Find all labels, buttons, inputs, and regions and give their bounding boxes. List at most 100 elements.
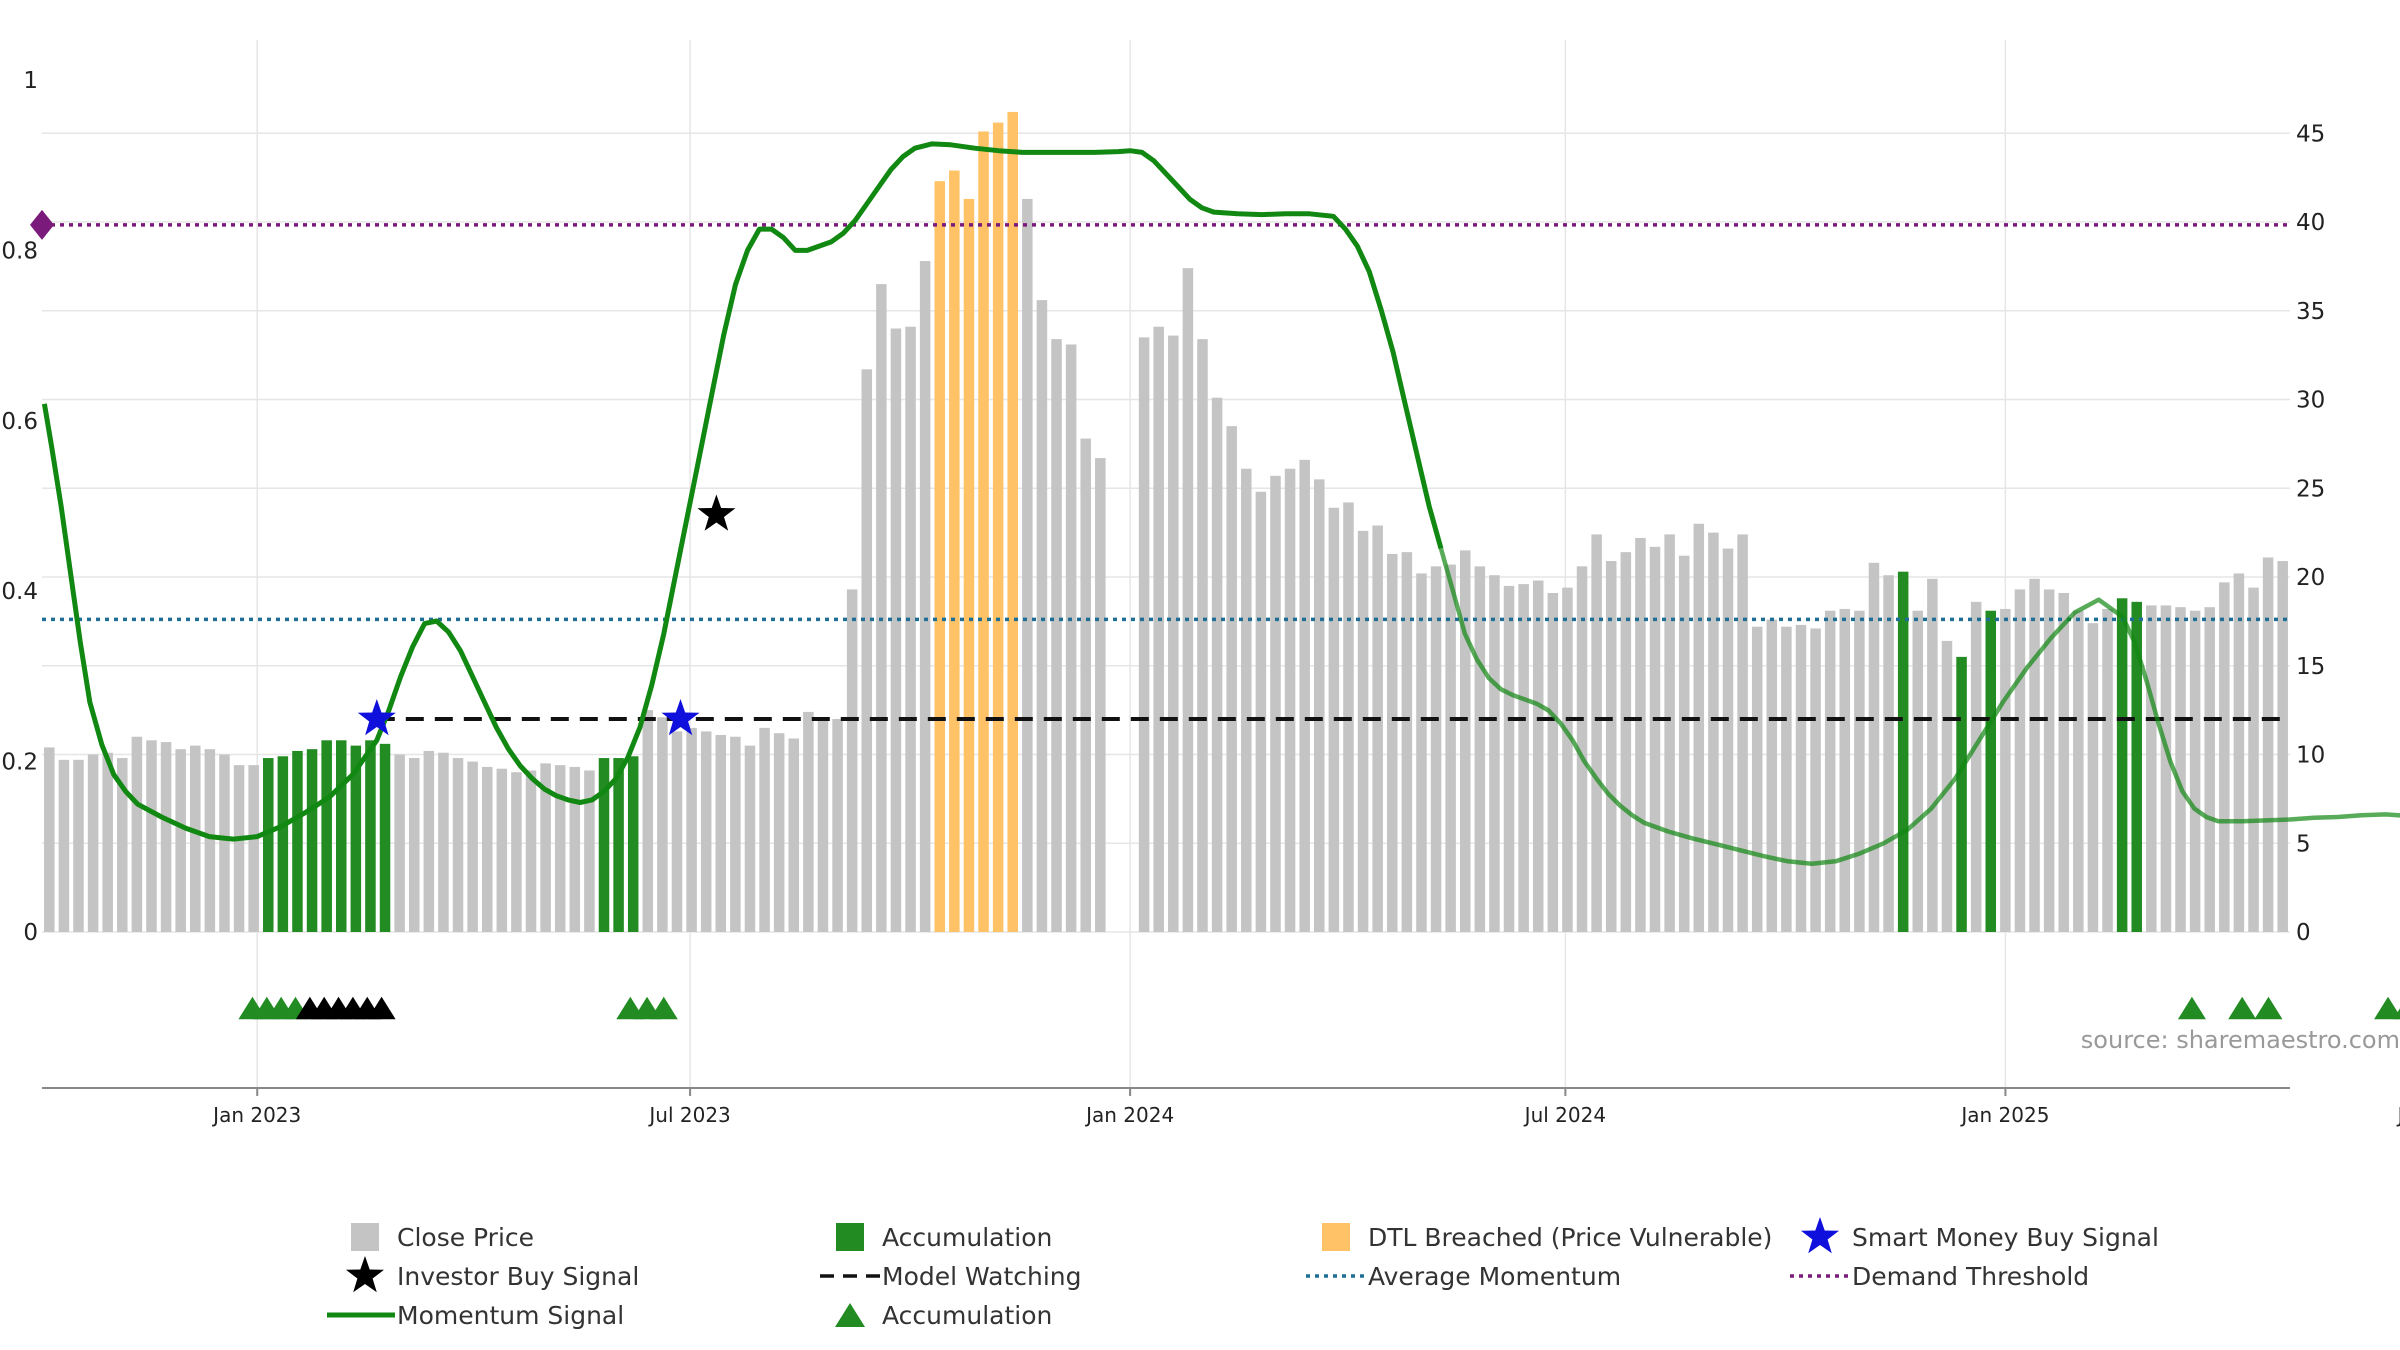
close-price-bar	[861, 369, 873, 932]
dtl-breached-bar	[978, 131, 989, 933]
accumulation-triangle	[649, 996, 678, 1020]
x-tick-label: Jul 2024	[1523, 1103, 1606, 1127]
close-price-bar	[44, 747, 55, 932]
x-tick-label: Jan 2024	[1084, 1103, 1174, 1127]
close-price-bar	[1211, 397, 1223, 933]
close-price-bar	[1970, 601, 1982, 932]
dtl-breached-bar	[934, 181, 945, 933]
left-tick-label: 0.6	[1, 409, 38, 435]
x-tick-label: Jul 2023	[647, 1103, 730, 1127]
close-price-bar	[481, 766, 493, 932]
accumulation-bar	[2131, 601, 2142, 932]
legend-item: DTL Breached (Price Vulnerable)	[1322, 1223, 1772, 1252]
close-price-bar	[2175, 607, 2186, 932]
close-price-bar	[1401, 552, 1413, 932]
smart-money-buy-star	[357, 699, 396, 736]
accumulation-bar	[1985, 610, 1997, 932]
close-price-bar	[788, 738, 800, 932]
close-price-bar	[2058, 592, 2069, 932]
dtl-breached-bar	[949, 170, 960, 932]
close-price-bar	[1474, 566, 1486, 932]
close-price-bar	[2073, 610, 2084, 932]
close-price-bar	[1868, 562, 1880, 932]
accumulation-bar	[1956, 656, 1967, 932]
close-price-bar	[160, 742, 172, 932]
close-price-bar	[1547, 592, 1559, 932]
close-price-bar	[525, 770, 537, 932]
accumulation-bar	[598, 758, 610, 932]
close-price-bar	[1751, 626, 1763, 932]
price-bars	[44, 111, 2288, 933]
close-price-bar	[554, 765, 566, 932]
close-price-bar	[1766, 619, 1778, 932]
axes: Jan 2023 Jul 2023 Jan 2024 Jul 2024 Jan 2025…	[1, 68, 2400, 1127]
close-price-bar	[905, 326, 916, 933]
close-price-bar	[1693, 523, 1705, 932]
legend-item: Demand Threshold	[1790, 1262, 2089, 1291]
close-price-bar	[511, 772, 522, 932]
close-price-bar	[2262, 557, 2274, 932]
legend-swatch	[836, 1223, 864, 1251]
close-price-bar	[2219, 582, 2230, 932]
close-price-bar	[2189, 610, 2201, 932]
close-price-bar	[1445, 564, 1456, 932]
close-price-bar	[438, 752, 449, 932]
dtl-breached-bar	[963, 198, 975, 933]
legend-swatch	[1322, 1223, 1350, 1251]
close-price-bar	[2248, 587, 2259, 932]
close-price-bar	[1576, 566, 1588, 932]
close-price-bar	[1168, 335, 1179, 933]
close-price-bar	[1459, 550, 1471, 932]
close-price-bar	[1664, 534, 1675, 932]
accumulation-bar	[379, 743, 391, 932]
close-price-bar	[846, 589, 858, 932]
close-price-bar	[657, 717, 668, 932]
accumulation-triangle	[2228, 996, 2257, 1020]
close-price-bar	[2160, 605, 2172, 932]
accumulation-bar	[350, 745, 362, 932]
close-price-bar	[1387, 553, 1398, 932]
accumulation-bar	[627, 756, 639, 932]
close-price-bar	[1051, 339, 1062, 932]
legend-label: Close Price	[397, 1223, 534, 1252]
left-tick-label: 0.2	[1, 750, 38, 776]
accumulation-triangle	[2254, 996, 2283, 1020]
close-price-bar	[131, 736, 143, 932]
close-price-bar	[1036, 300, 1048, 933]
close-price-bar	[700, 731, 712, 932]
legend-item: Momentum Signal	[327, 1301, 624, 1330]
close-price-bar	[1095, 458, 1106, 932]
close-price-bar	[642, 710, 654, 932]
accumulation-triangle	[2177, 996, 2206, 1020]
source-label: source: sharemaestro.com	[2081, 1026, 2400, 1054]
close-price-bar	[1912, 610, 1924, 932]
momentum-signal-line	[41, 141, 1444, 842]
close-price-bar	[1080, 438, 1091, 932]
close-price-bar	[1737, 534, 1748, 932]
close-price-bar	[2277, 561, 2288, 932]
accumulation-bar	[306, 749, 318, 932]
accumulation-bar	[321, 740, 332, 932]
close-price-bar	[890, 328, 902, 932]
close-price-bar	[2102, 608, 2113, 932]
close-price-bar	[1678, 555, 1690, 932]
legend-label: DTL Breached (Price Vulnerable)	[1368, 1223, 1772, 1252]
close-price-bar	[1810, 628, 1821, 932]
legend-item: Model Watching	[820, 1262, 1082, 1291]
close-price-bar	[1241, 468, 1252, 932]
close-price-bar	[671, 731, 683, 932]
accumulation-triangle	[2374, 996, 2400, 1020]
reference-lines	[30, 209, 2290, 721]
legend-item: Investor Buy Signal	[346, 1256, 639, 1293]
close-price-bar	[2087, 623, 2099, 932]
close-price-bar	[2000, 608, 2011, 932]
right-tick-label: 40	[2296, 210, 2325, 236]
close-price-bar	[832, 719, 843, 932]
accumulation-bar	[277, 756, 289, 932]
close-price-bar	[1138, 337, 1150, 932]
momentum-line	[41, 141, 2400, 867]
legend-label: Smart Money Buy Signal	[1852, 1223, 2159, 1252]
legend-item: Close Price	[351, 1223, 534, 1252]
right-tick-label: 0	[2296, 920, 2311, 946]
close-price-bar	[1591, 534, 1602, 932]
